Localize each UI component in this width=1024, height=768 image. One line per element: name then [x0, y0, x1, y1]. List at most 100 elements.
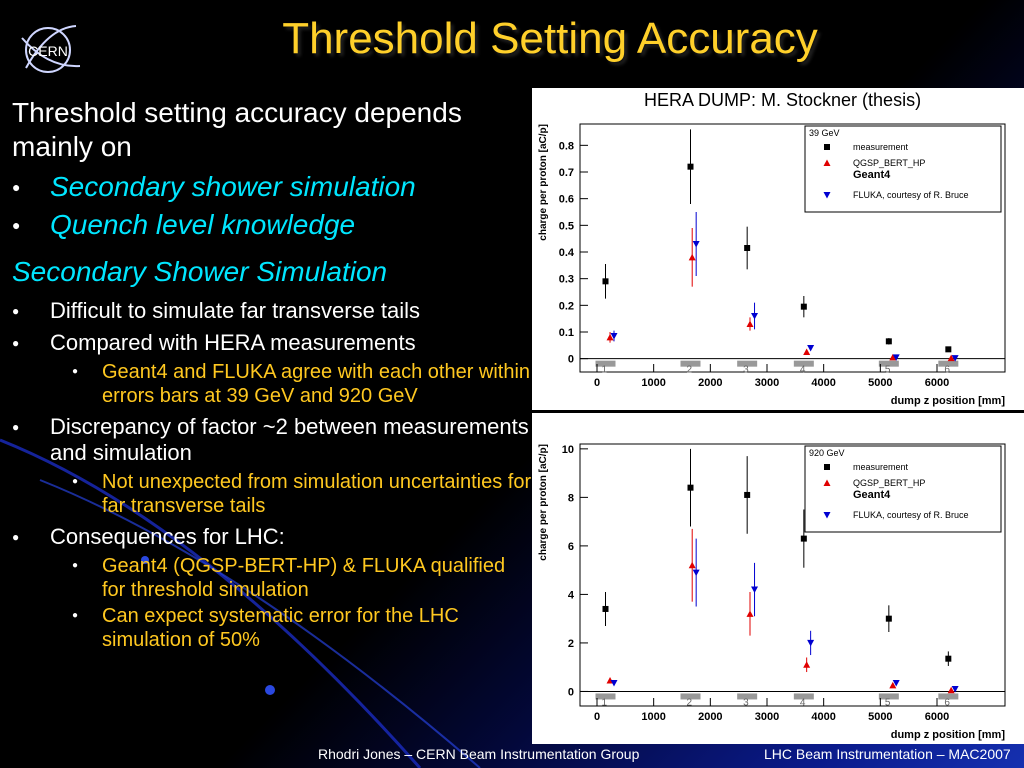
- y-tick-label: 8: [568, 492, 574, 504]
- marker-triangle-up: [688, 253, 696, 261]
- marker-triangle-down: [892, 679, 900, 687]
- marker-triangle-up: [823, 159, 831, 166]
- chart-39gev: 1 2 3 4 5 6 0 1000 2000 3000 4000 5000 6000 0 0.1 0.2 0.…: [538, 123, 1006, 407]
- x-tick-label: 0: [594, 711, 600, 723]
- y-tick-label: 0.8: [559, 140, 574, 152]
- y-tick-label: 0.6: [559, 194, 574, 206]
- marker-triangle-down: [892, 354, 900, 361]
- y-tick-label: 0: [568, 686, 574, 698]
- marker-triangle-up: [889, 353, 897, 361]
- legend-box: [804, 445, 1002, 533]
- sub-bullet-item: Geant4 (QGSP-BERT-HP) & FLUKA qualified …: [50, 554, 532, 602]
- bullet-item: Consequences for LHC: Geant4 (QGSP-BERT-…: [12, 524, 532, 652]
- segment-bar: [595, 360, 616, 367]
- y-axis-label: charge per proton [aC/p]: [538, 124, 549, 241]
- y-tick-label: 0.2: [559, 300, 574, 312]
- y-tick-label: 0.1: [559, 327, 574, 339]
- cern-logo: CERN: [14, 18, 86, 80]
- y-tick-label: 0.5: [559, 220, 574, 232]
- bullet-list: Difficult to simulate far transverse tai…: [12, 298, 532, 652]
- marker-triangle-up: [688, 561, 696, 569]
- segment-bar: [737, 360, 758, 367]
- sub-bullet-item: Geant4 and FLUKA agree with each other w…: [50, 360, 532, 408]
- y-tick-label: 0: [568, 354, 574, 366]
- segment-bar: [680, 693, 701, 700]
- y-tick-label: 2: [568, 638, 574, 650]
- x-tick-label: 6000: [925, 377, 949, 389]
- marker-triangle-up: [746, 610, 754, 617]
- legend-entry: QGSP_BERT_HP: [853, 478, 925, 488]
- marker-square: [824, 144, 830, 150]
- marker-triangle-up: [947, 354, 955, 362]
- marker-triangle-down: [823, 512, 831, 519]
- slide-title: Threshold Setting Accuracy: [282, 14, 818, 63]
- marker-square: [602, 605, 609, 612]
- segment-label: 5: [885, 697, 891, 708]
- segment-label: 3: [743, 365, 749, 376]
- segment-bar: [878, 360, 899, 367]
- legend-entry: Geant4: [853, 489, 891, 501]
- marker-triangle-down: [951, 355, 959, 362]
- marker-triangle-up: [889, 681, 897, 689]
- lead-text: Threshold setting accuracy depends mainl…: [12, 97, 462, 162]
- sub-bullet-item: Not unexpected from simulation uncertain…: [50, 470, 532, 518]
- slide-content: Threshold setting accuracy depends mainl…: [12, 96, 532, 656]
- marker-square: [800, 303, 807, 310]
- x-tick-label: 6000: [925, 711, 949, 723]
- segment-label: 6: [944, 697, 950, 708]
- x-axis-label: dump z position [mm]: [891, 729, 1006, 741]
- chart-920gev: 1 2 3 4 5 6 0 1000 2000 3000 4000 5000 6000 0 2 4 6 8 10 du…: [538, 443, 1006, 741]
- segment-bar: [680, 360, 701, 367]
- x-tick-label: 1000: [641, 711, 665, 723]
- legend-entry: measurement: [853, 462, 909, 472]
- y-tick-label: 10: [562, 444, 574, 456]
- x-tick-label: 4000: [811, 711, 835, 723]
- marker-triangle-up: [947, 686, 955, 694]
- x-tick-label: 2000: [698, 377, 722, 389]
- legend-entry: measurement: [853, 142, 909, 152]
- segment-label: 2: [687, 365, 693, 376]
- marker-square: [687, 163, 694, 170]
- marker-triangle-down: [751, 313, 759, 320]
- legend-entry: FLUKA, courtesy of R. Bruce: [853, 510, 969, 520]
- x-tick-label: 2000: [698, 711, 722, 723]
- segment-bar: [878, 693, 899, 700]
- marker-triangle-down: [823, 192, 831, 199]
- marker-triangle-up: [606, 333, 614, 341]
- marker-triangle-down: [751, 586, 759, 594]
- legend-entry: Geant4: [853, 169, 891, 181]
- marker-triangle-down: [610, 679, 618, 687]
- marker-triangle-down: [692, 569, 700, 577]
- segment-label: 2: [687, 697, 693, 708]
- segment-bar: [737, 693, 758, 700]
- marker-square: [945, 346, 952, 353]
- segment-label: 4: [800, 365, 806, 376]
- marker-square: [744, 245, 751, 251]
- x-tick-label: 4000: [811, 377, 835, 389]
- legend-box: [804, 125, 1002, 213]
- x-tick-label: 5000: [868, 711, 892, 723]
- x-tick-label: 3000: [755, 377, 779, 389]
- marker-square: [945, 655, 952, 662]
- marker-square: [602, 278, 609, 285]
- footer-left: Rhodri Jones – CERN Beam Instrumentation…: [318, 746, 640, 762]
- marker-square: [800, 535, 807, 542]
- marker-triangle-up: [823, 479, 831, 486]
- marker-square: [885, 615, 892, 622]
- plot-separator: [532, 410, 1024, 413]
- energy-label: 39 GeV: [809, 128, 840, 138]
- segment-bar: [938, 693, 959, 700]
- segment-label: 1: [602, 697, 608, 708]
- segment-label: 4: [800, 697, 806, 708]
- segment-label: 3: [743, 697, 749, 708]
- plot-caption: HERA DUMP: M. Stockner (thesis): [644, 90, 922, 110]
- y-axis-label: charge per proton [aC/p]: [538, 444, 549, 561]
- marker-triangle-down: [951, 686, 959, 693]
- marker-triangle-down: [807, 639, 815, 647]
- marker-triangle-down: [807, 345, 815, 352]
- lead-bullet: Quench level knowledge: [12, 206, 532, 244]
- marker-square: [744, 491, 751, 498]
- marker-triangle-down: [610, 333, 618, 340]
- bullet-item: Discrepancy of factor ~2 between measure…: [12, 414, 532, 518]
- legend-entry: QGSP_BERT_HP: [853, 158, 925, 168]
